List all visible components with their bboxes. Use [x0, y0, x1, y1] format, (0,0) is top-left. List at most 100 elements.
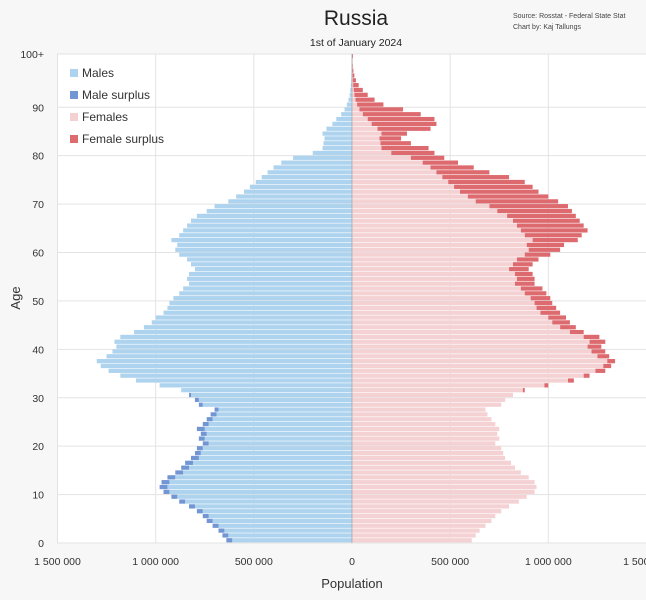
chart-by-line: Chart by: Kaj Tallungs: [513, 24, 581, 31]
bar-female-surplus: [544, 383, 549, 388]
y-tick-label: 20: [32, 441, 44, 453]
bar-female-surplus: [567, 378, 574, 383]
bar-female: [352, 204, 490, 209]
bar-female: [352, 460, 512, 465]
bar-male: [202, 446, 352, 451]
legend: Males Male surplus Females Female surplu…: [70, 66, 164, 146]
bar-male: [134, 329, 352, 335]
bar-female: [352, 513, 496, 519]
bar-female: [352, 102, 358, 107]
bar-male-surplus: [163, 489, 170, 494]
bar-female: [352, 276, 517, 281]
bar-female-surplus: [583, 373, 590, 378]
bar-male: [348, 97, 352, 102]
bar-male: [173, 296, 352, 301]
bar-female-surplus: [436, 170, 490, 175]
bar-female-surplus: [528, 247, 561, 252]
bar-male: [167, 484, 352, 490]
bar-female: [352, 417, 492, 422]
bar-female-surplus: [512, 262, 533, 267]
bar-male: [189, 465, 352, 470]
bar-female: [352, 208, 498, 214]
legend-swatch-male-surplus: [70, 91, 78, 99]
bar-female: [352, 349, 592, 354]
bar-male-surplus: [179, 499, 186, 504]
bar-male: [204, 436, 352, 441]
bar-female: [352, 426, 500, 432]
legend-swatch-female-surplus: [70, 135, 78, 143]
bar-female: [352, 465, 515, 470]
bar-male: [214, 204, 352, 209]
bar-female-surplus: [583, 334, 600, 340]
bar-male: [202, 402, 352, 407]
bar-male-surplus: [212, 523, 219, 528]
y-tick-label: 50: [32, 296, 44, 308]
bar-female-surplus: [489, 204, 568, 209]
bar-female: [352, 150, 392, 156]
bar-female: [352, 136, 380, 141]
bar-male-surplus: [185, 460, 193, 465]
bar-male-surplus: [222, 533, 229, 538]
bar-female: [352, 451, 504, 456]
bar-female: [352, 160, 423, 165]
bar-female: [352, 262, 513, 267]
bar-female-surplus: [560, 325, 576, 330]
bar-female: [352, 175, 443, 180]
bar-female: [352, 165, 431, 170]
bar-female-surplus: [516, 276, 535, 281]
bar-female-surplus: [353, 87, 363, 93]
bar-male: [191, 218, 352, 223]
bar-male: [181, 388, 352, 393]
bar-female-surplus: [512, 218, 580, 223]
bar-male-surplus: [226, 538, 233, 543]
bar-male: [120, 373, 353, 378]
bar-male: [324, 136, 352, 141]
bar-female-surplus: [430, 165, 474, 170]
x-tick-labels: 1 500 000 1 000 000 500 000 0 500 000 1 000 0…: [34, 556, 646, 568]
bar-female: [352, 194, 468, 199]
bar-female: [352, 107, 360, 112]
bar-female-surplus: [524, 252, 551, 257]
bar-female-surplus: [353, 83, 359, 88]
bar-male: [322, 145, 352, 151]
bar-male: [232, 538, 352, 543]
bar-male: [183, 228, 352, 233]
bar-male: [112, 349, 353, 354]
bar-male: [312, 150, 352, 156]
x-tick-label: 500 000: [235, 556, 273, 568]
bar-male: [100, 363, 353, 369]
y-tick-label: 100+: [20, 49, 44, 61]
bar-female: [352, 325, 561, 330]
bar-female-surplus: [357, 102, 384, 107]
bar-male-surplus: [198, 402, 203, 407]
bar-male: [187, 257, 352, 262]
bar-female: [352, 441, 496, 446]
bar-female: [352, 78, 353, 83]
bar-female: [352, 373, 584, 378]
bar-male: [108, 368, 353, 373]
bar-male: [96, 359, 353, 364]
bar-male: [332, 121, 352, 127]
bar-male: [346, 102, 352, 107]
bar-female: [352, 145, 382, 151]
bar-female: [352, 509, 502, 514]
bar-female: [352, 499, 519, 504]
bar-female: [352, 518, 492, 524]
bar-male: [261, 175, 352, 180]
bar-male: [143, 325, 352, 330]
bar-male: [244, 189, 352, 194]
bar-female: [352, 402, 502, 407]
bar-male: [249, 184, 352, 189]
bar-male: [196, 213, 352, 219]
bar-female-surplus: [380, 141, 411, 146]
bar-female: [352, 305, 537, 311]
bar-male-surplus: [175, 470, 184, 475]
bar-male: [159, 383, 352, 388]
bar-female: [352, 242, 527, 248]
bar-male-surplus: [218, 528, 225, 533]
bar-male: [179, 291, 352, 296]
bar-female: [352, 475, 529, 480]
bar-female: [352, 179, 449, 185]
bar-female: [352, 233, 525, 238]
bar-male: [179, 252, 352, 257]
